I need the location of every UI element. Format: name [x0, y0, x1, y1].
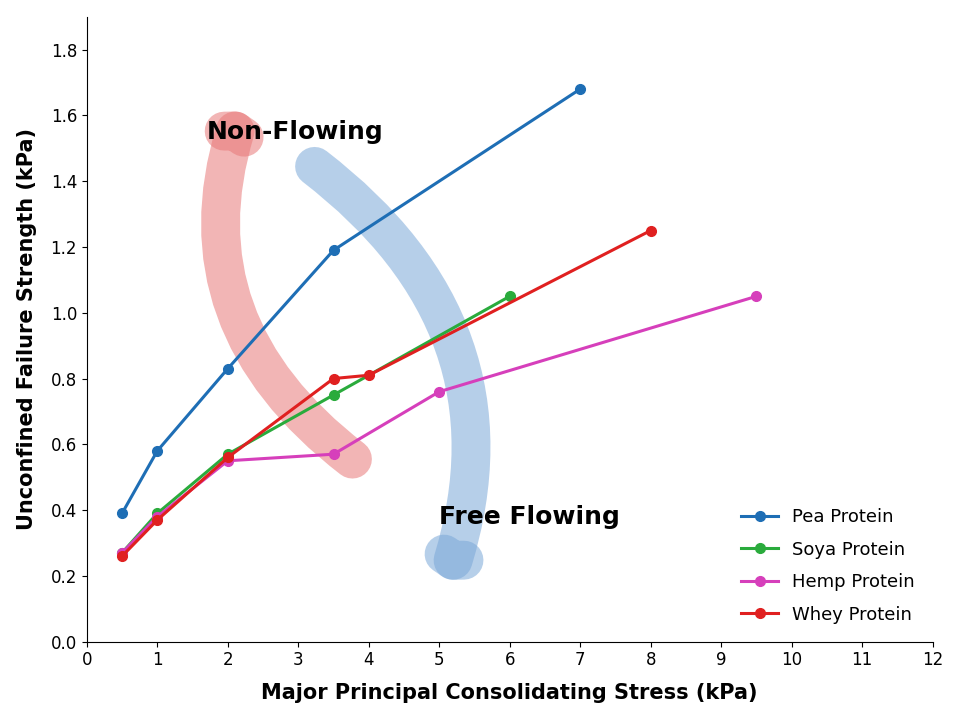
- FancyArrowPatch shape: [221, 131, 352, 459]
- Whey Protein: [116, 552, 128, 560]
- Whey Protein: [363, 371, 374, 379]
- Hemp Protein: [327, 450, 339, 459]
- Hemp Protein: [222, 456, 233, 465]
- X-axis label: Major Principal Consolidating Stress (kPa): Major Principal Consolidating Stress (kP…: [261, 683, 758, 703]
- Hemp Protein: [751, 292, 762, 301]
- Soya Protein: [504, 292, 516, 301]
- Whey Protein: [222, 453, 233, 462]
- Line: Hemp Protein: Hemp Protein: [117, 292, 761, 558]
- Text: Non-Flowing: Non-Flowing: [206, 120, 383, 144]
- Hemp Protein: [434, 387, 445, 396]
- Y-axis label: Unconfined Failure Strength (kPa): Unconfined Failure Strength (kPa): [16, 128, 36, 530]
- Line: Soya Protein: Soya Protein: [117, 292, 515, 558]
- Line: Pea Protein: Pea Protein: [117, 84, 585, 518]
- Legend: Pea Protein, Soya Protein, Hemp Protein, Whey Protein: Pea Protein, Soya Protein, Hemp Protein,…: [732, 499, 924, 633]
- Pea Protein: [116, 509, 128, 518]
- Whey Protein: [152, 516, 163, 524]
- Hemp Protein: [116, 549, 128, 557]
- Soya Protein: [327, 391, 339, 400]
- Soya Protein: [116, 549, 128, 557]
- Text: Free Flowing: Free Flowing: [440, 505, 620, 528]
- Pea Protein: [574, 85, 586, 94]
- FancyArrowPatch shape: [315, 166, 471, 560]
- Whey Protein: [327, 374, 339, 383]
- Whey Protein: [645, 226, 657, 235]
- Pea Protein: [327, 246, 339, 255]
- Soya Protein: [152, 509, 163, 518]
- Pea Protein: [152, 446, 163, 455]
- Hemp Protein: [152, 513, 163, 521]
- Pea Protein: [222, 364, 233, 373]
- Line: Whey Protein: Whey Protein: [117, 225, 656, 561]
- Soya Protein: [222, 450, 233, 459]
